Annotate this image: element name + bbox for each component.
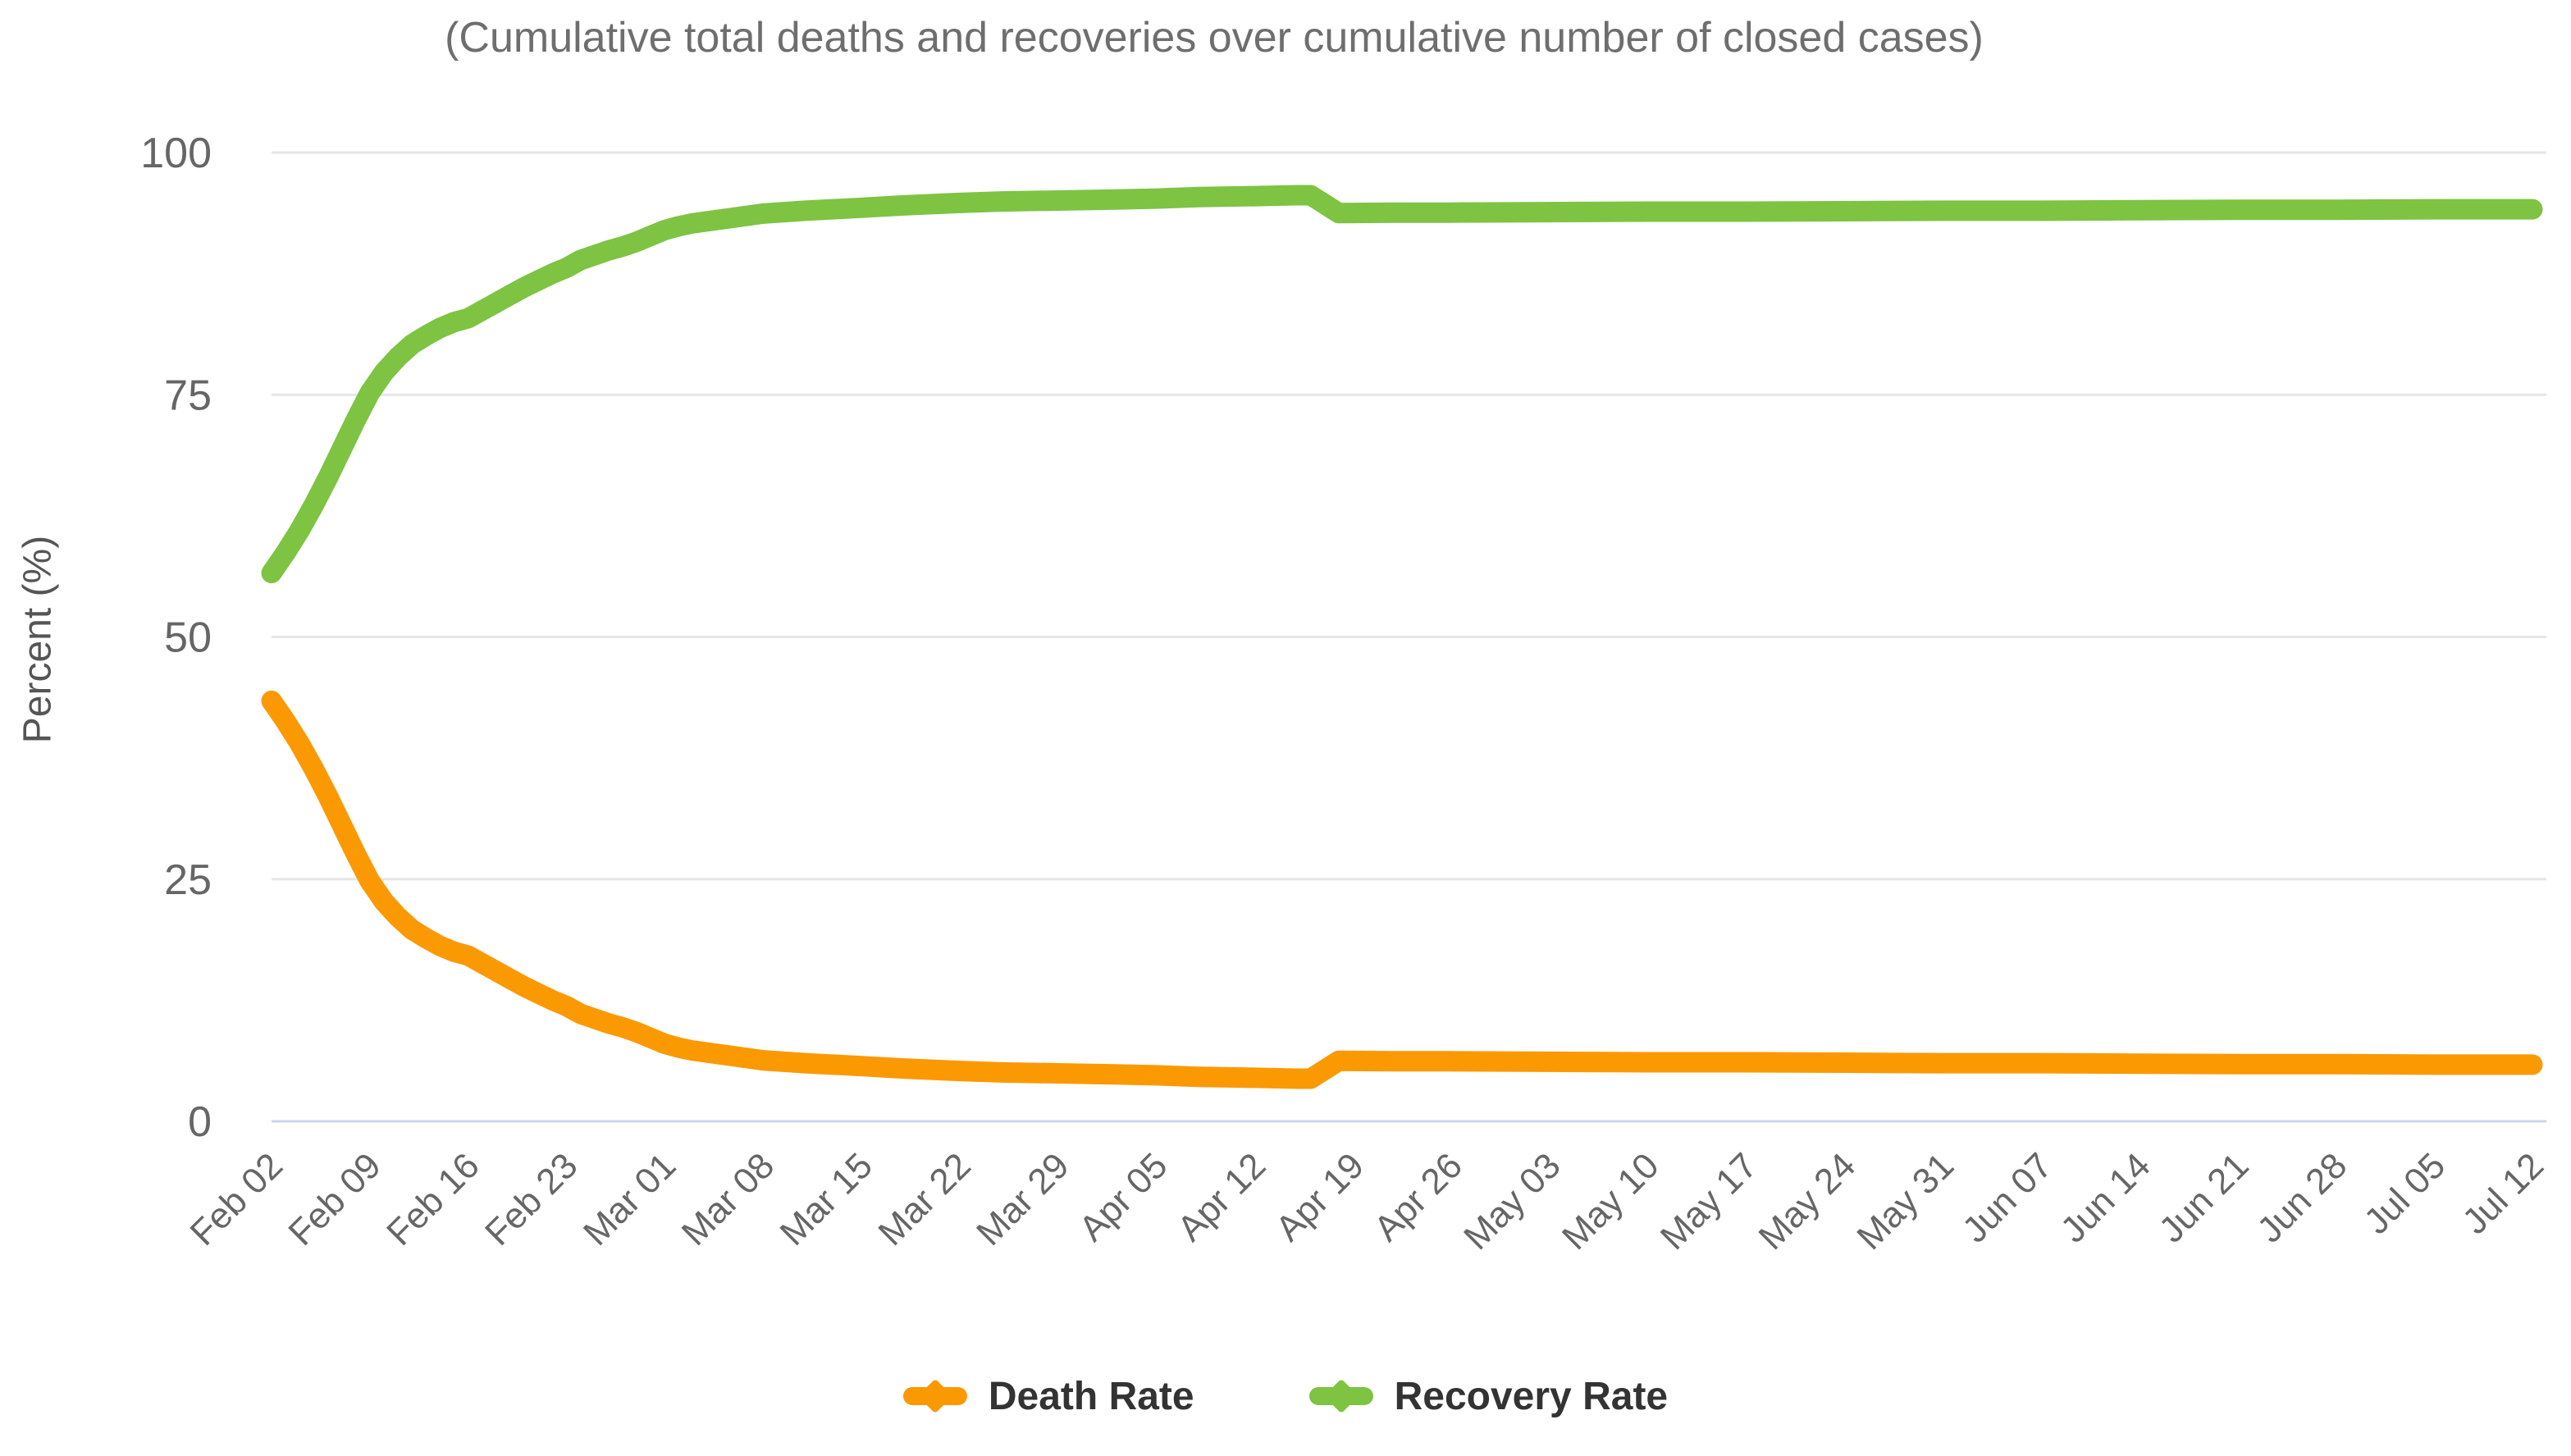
x-tick-label: Mar 15 bbox=[773, 1145, 880, 1253]
x-tick-label: May 31 bbox=[1849, 1145, 1961, 1257]
x-tick-label: Jun 21 bbox=[2152, 1145, 2257, 1250]
x-tick-label: Feb 16 bbox=[379, 1145, 487, 1253]
x-tick-label: May 03 bbox=[1456, 1145, 1569, 1257]
y-tick-label: 0 bbox=[188, 1098, 212, 1146]
death-rate-line bbox=[261, 690, 2543, 1089]
x-tick-label: Feb 02 bbox=[183, 1145, 291, 1253]
x-tick-label: Mar 22 bbox=[870, 1145, 978, 1253]
x-tick-label: Jun 07 bbox=[1955, 1145, 2060, 1250]
legend-item-recovery-rate[interactable]: Recovery Rate bbox=[1308, 1374, 1669, 1419]
y-tick-label: 50 bbox=[164, 614, 212, 662]
x-tick-label: Mar 01 bbox=[576, 1145, 683, 1253]
y-tick-label: 25 bbox=[164, 856, 212, 904]
y-tick-label: 100 bbox=[140, 130, 212, 177]
legend-label-recovery-rate: Recovery Rate bbox=[1394, 1374, 1669, 1418]
x-tick-label: May 10 bbox=[1555, 1145, 1667, 1257]
x-tick-label: Apr 19 bbox=[1268, 1145, 1372, 1248]
x-tick-label: Feb 23 bbox=[477, 1145, 586, 1253]
death-rate-line-marker-icon bbox=[902, 1378, 967, 1414]
x-tick-label: May 24 bbox=[1751, 1145, 1864, 1257]
chart-legend: Death Rate Recovery Rate bbox=[0, 1355, 2571, 1437]
x-tick-label: Jul 12 bbox=[2455, 1145, 2551, 1242]
x-tick-label: Mar 29 bbox=[969, 1145, 1076, 1253]
x-tick-label: Jul 05 bbox=[2357, 1145, 2454, 1242]
x-tick-label: Apr 12 bbox=[1170, 1145, 1273, 1248]
recovery-rate-line-marker-icon bbox=[1308, 1378, 1373, 1414]
y-tick-label: 75 bbox=[164, 372, 212, 419]
legend-label-death-rate: Death Rate bbox=[988, 1374, 1194, 1418]
x-tick-label: Feb 09 bbox=[281, 1145, 389, 1253]
x-tick-label: Jun 14 bbox=[2053, 1145, 2158, 1250]
x-tick-label: Apr 05 bbox=[1071, 1145, 1175, 1248]
x-tick-label: Mar 08 bbox=[674, 1145, 782, 1253]
chart-title: (Cumulative total deaths and recoveries … bbox=[445, 14, 1984, 62]
x-tick-label: May 17 bbox=[1653, 1145, 1765, 1257]
recovery-rate-line bbox=[261, 185, 2543, 584]
x-tick-label: Apr 26 bbox=[1367, 1145, 1470, 1248]
x-tick-label: Jun 28 bbox=[2249, 1145, 2354, 1250]
legend-item-death-rate[interactable]: Death Rate bbox=[902, 1374, 1194, 1419]
